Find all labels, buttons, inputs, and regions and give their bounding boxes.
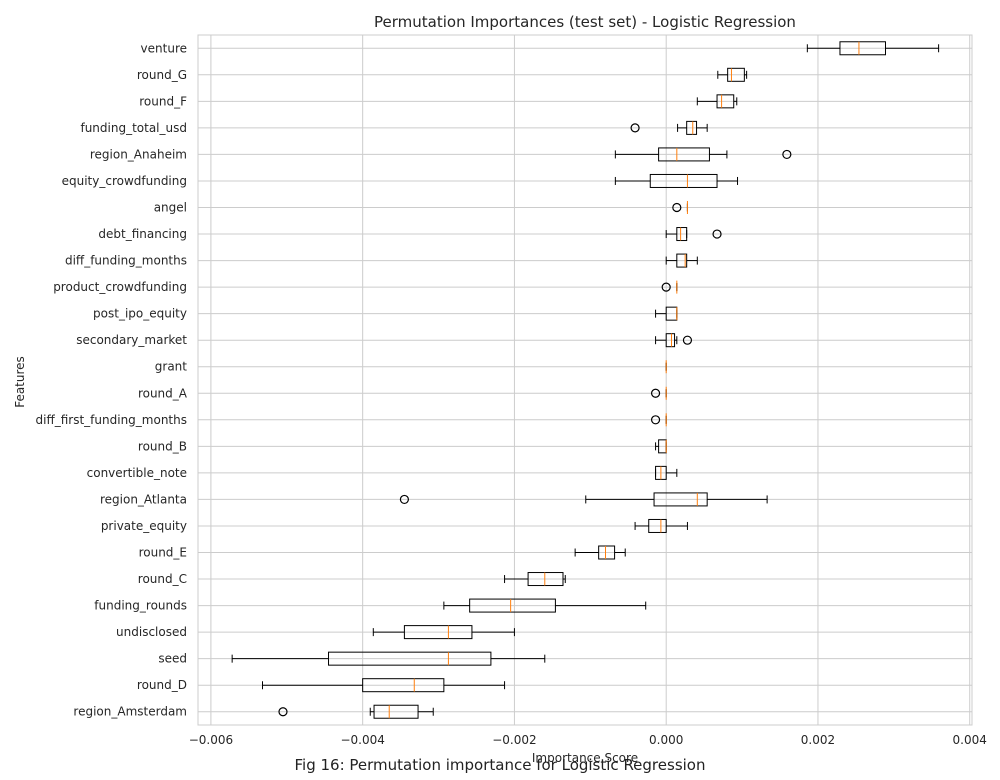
y-tick-label: funding_rounds [94,599,187,613]
y-tick-label: region_Atlanta [100,492,187,506]
x-tick-label: −0.006 [189,733,233,747]
y-tick-label: round_G [137,68,187,82]
outlier-point [661,282,671,292]
boxplot-secondary-market [655,333,693,348]
boxplot-region-Amsterdam [278,704,434,719]
outlier-point [399,494,409,505]
y-tick-labels: venture round_G round_F funding_total_usdre… [36,41,188,718]
boxplot-series [231,41,940,719]
x-tick-labels: −0.006 −0.004 −0.002 0.000 0.002 0.004 [189,733,987,747]
iqr-box [328,651,492,666]
x-tick-label: 0.000 [649,733,683,747]
outlier-point [672,202,682,213]
boxplot-diff-first-funding-months [650,413,667,427]
y-tick-label: undisclosed [116,625,187,639]
plot-frame [197,34,973,726]
boxplot-venture [806,41,940,56]
outlier-point [650,415,661,425]
y-tick-label: seed [158,652,187,666]
y-tick-label: grant [155,360,188,374]
boxplot-angel [672,201,688,214]
y-tick-label: diff_funding_months [65,254,187,268]
iqr-box [727,67,745,82]
iqr-box [676,253,688,268]
y-tick-label: private_equity [101,519,187,533]
iqr-box [527,572,564,587]
iqr-box [649,173,718,188]
boxplot-round-D [262,678,506,693]
y-tick-label: convertible_note [87,466,187,480]
boxplot-round-C [504,572,566,587]
boxplot-round-F [696,94,738,109]
iqr-box [658,147,710,162]
y-tick-label: post_ipo_equity [93,307,187,321]
boxplot-private-equity [634,518,688,533]
outlier-point [682,335,693,345]
boxplot-post-ipo-equity [655,306,678,321]
y-tick-label: round_C [138,572,187,586]
boxplot-funding-rounds [443,598,647,613]
iqr-box [403,625,473,640]
y-tick-label: round_B [138,439,187,453]
iqr-box [653,492,708,507]
boxplot-round-E [574,545,626,560]
grid-lines [198,35,972,725]
boxplot-region-Atlanta [399,492,768,507]
y-tick-label: round_F [139,94,187,108]
y-tick-label: funding_total_usd [80,121,187,135]
outlier-point [278,707,288,717]
y-tick-label: product_crowdfunding [53,280,187,294]
iqr-box [676,227,688,242]
iqr-box [648,518,667,533]
boxplot-seed [231,651,546,666]
y-tick-label: region_Amsterdam [73,705,187,719]
iqr-box [469,598,556,613]
iqr-box [665,333,676,348]
x-tick-label: 0.004 [953,733,987,747]
boxplot-diff-funding-months [665,253,698,268]
boxplot-region-Anaheim [614,147,792,162]
y-tick-label: round_E [139,546,187,560]
boxplot-convertible-note [655,465,678,480]
boxplot-round-A [650,386,667,400]
iqr-box [373,704,419,719]
iqr-box [686,120,698,135]
boxplot-product-crowdfunding [661,280,678,294]
y-tick-label: venture [141,41,187,55]
x-axis-title: Importance Score [532,751,638,765]
x-tick-label: −0.004 [340,733,384,747]
y-tick-label: round_A [138,386,188,400]
outlier-point [712,229,722,239]
y-axis-title: Features [13,356,27,408]
boxplot-debt-financing [665,227,722,242]
boxplot-undisclosed [372,625,515,640]
y-tick-label: diff_first_funding_months [36,413,187,427]
y-tick-label: round_D [137,678,187,692]
outlier-point [630,123,640,133]
boxplot-round-G [717,67,748,82]
iqr-box [362,678,445,693]
y-tick-label: equity_crowdfunding [62,174,187,188]
boxplot-equity-crowdfunding [614,173,739,188]
outlier-point [650,388,661,398]
boxplot-funding-total-usd [630,120,708,135]
x-tick-label: 0.002 [801,733,835,747]
iqr-box [716,94,735,109]
outlier-point [782,149,792,160]
iqr-box [839,41,886,56]
iqr-box [598,545,616,560]
chart-title: Permutation Importances (test set) - Log… [374,13,796,31]
y-tick-label: secondary_market [76,333,187,347]
y-tick-label: angel [154,201,187,215]
x-tick-label: −0.002 [492,733,536,747]
figure-caption: Fig 16: Permutation importance for Logis… [294,756,706,774]
y-tick-label: region_Anaheim [90,147,187,161]
boxplot-round-B [655,439,667,454]
y-tick-label: debt_financing [98,227,187,241]
